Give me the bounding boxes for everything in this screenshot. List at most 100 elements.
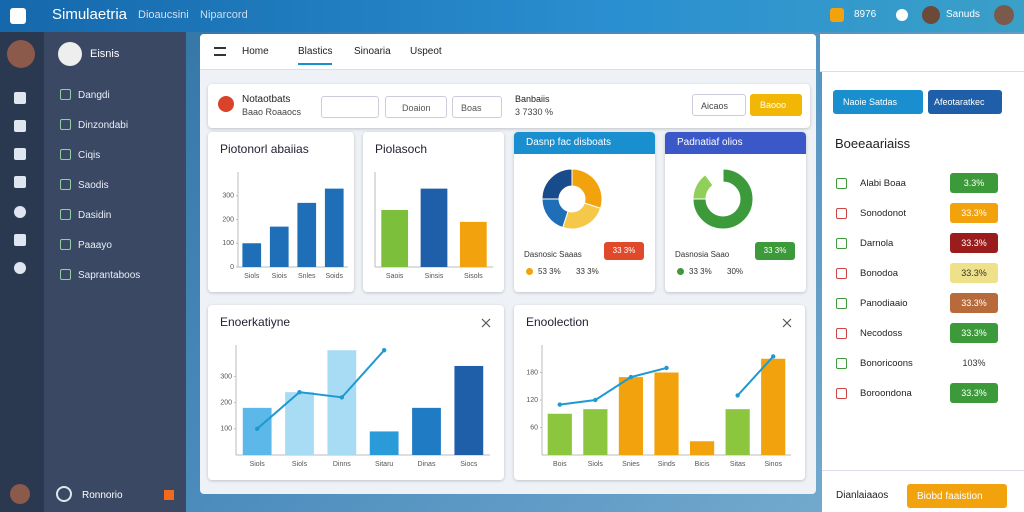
menu-icon[interactable] — [214, 47, 226, 56]
bar — [327, 350, 357, 455]
line-point — [381, 348, 387, 353]
y-tick-label: 180 — [526, 369, 538, 376]
list-label: Bonoricoons — [860, 358, 913, 369]
top-link[interactable]: Dioaucsini — [138, 9, 189, 21]
line-point — [664, 365, 669, 371]
line-point — [735, 393, 740, 398]
nav-item[interactable]: Saodis — [78, 180, 109, 191]
line-point — [297, 389, 302, 395]
y-tick-label: 200 — [222, 216, 234, 223]
bar — [381, 210, 409, 267]
x-tick-label: Sisols — [464, 273, 483, 280]
close-icon — [782, 318, 792, 328]
icon[interactable] — [14, 176, 26, 188]
list-icon — [836, 178, 847, 189]
button[interactable]: Biobd faaistion — [907, 484, 1007, 508]
search-input[interactable]: Doaion — [385, 96, 447, 118]
avatar[interactable] — [994, 5, 1014, 25]
card-title: Piotonorl abaiias — [220, 142, 309, 156]
nav-item[interactable]: Dasidin — [78, 210, 112, 221]
badge: 3.3% — [950, 173, 998, 193]
chart: Saois Sinsis Sisols — [374, 172, 493, 280]
avatar[interactable] — [10, 484, 30, 504]
line-point — [628, 374, 634, 380]
card-title: Enoerkatiyne — [220, 315, 291, 329]
tab[interactable]: Blastics — [298, 46, 333, 65]
nav-item[interactable]: Dinzondabi — [78, 120, 129, 131]
donut-slice — [704, 168, 724, 186]
button[interactable]: Aicaos — [692, 94, 746, 116]
icon[interactable] — [830, 8, 844, 22]
nav-item[interactable]: Saprantaboos — [78, 270, 141, 281]
list-label: Necodoss — [860, 328, 903, 339]
user-name[interactable]: Sanuds — [946, 9, 980, 20]
x-tick-label: Sitas — [730, 461, 746, 468]
tab[interactable]: Sinoaria — [354, 46, 391, 57]
chart: 100 200 300 Siols Siols Dinns Sitaru Dinas Siocs — [220, 318, 491, 468]
list-label: Sonodonot — [860, 208, 906, 219]
x-tick-label: Snles — [298, 273, 316, 280]
nav-item[interactable]: Dangdi — [78, 90, 110, 101]
x-tick-label: Sitaru — [375, 461, 393, 468]
nav-item[interactable]: Paaayo — [78, 240, 112, 251]
list-label: Boroondona — [860, 388, 912, 399]
line-point — [557, 402, 562, 407]
filter-select[interactable]: Boas — [452, 96, 502, 118]
profile-name: Eisnis — [90, 48, 120, 60]
x-tick-label: Soids — [325, 273, 343, 280]
y-tick-label: 0 — [230, 264, 234, 271]
avatar[interactable] — [58, 42, 82, 66]
icon[interactable] — [14, 92, 26, 104]
donut-slice — [562, 202, 602, 230]
x-tick-label: Siois — [272, 273, 288, 280]
bar — [324, 188, 344, 267]
x-tick-label: Siocs — [460, 461, 478, 468]
nav-icon — [60, 179, 71, 190]
icon[interactable] — [14, 148, 26, 160]
tab[interactable]: Home — [242, 46, 269, 57]
chart: 60 120 180 Bois Siols Snies Sinds Bicis Sitas Sin… — [526, 318, 792, 468]
card-header — [514, 132, 655, 154]
x-tick-label: Dinns — [333, 461, 351, 468]
card-header — [665, 132, 806, 154]
bar — [269, 226, 289, 267]
menu-icon[interactable] — [10, 8, 26, 24]
icon[interactable] — [56, 486, 72, 502]
list-label: Panodiaaio — [860, 298, 908, 309]
button[interactable]: Naoie Satdas — [833, 90, 923, 114]
y-tick-label: 60 — [530, 424, 538, 431]
bar — [547, 413, 572, 455]
tab-bar: Home Blastics Sinoaria Uspeot — [200, 34, 816, 70]
tab[interactable]: Uspeot — [410, 46, 442, 57]
side-footer-text: Dianlaiaaos — [836, 490, 889, 501]
icon[interactable] — [14, 262, 26, 274]
avatar[interactable] — [7, 40, 35, 68]
icon[interactable] — [14, 206, 26, 218]
nav-icon — [60, 149, 71, 160]
side-footer — [822, 470, 1024, 512]
icon[interactable] — [896, 9, 908, 21]
x-tick-label: Saois — [386, 273, 404, 280]
input[interactable] — [321, 96, 379, 118]
y-tick-label: 300 — [220, 373, 232, 380]
combo-card: Enoerkatiyne 100 200 300 Siols Siols Dinns Sita… — [208, 305, 504, 480]
icon-rail — [0, 32, 44, 512]
badge: 33.3% — [950, 203, 998, 223]
button[interactable]: Afeotaratkec — [928, 90, 1002, 114]
card-title: Padnatiaf olios — [677, 137, 743, 148]
icon[interactable] — [14, 234, 26, 246]
top-link[interactable]: Niparcord — [200, 9, 248, 21]
bar — [454, 365, 484, 455]
icon[interactable] — [164, 490, 174, 500]
legend-dot — [677, 268, 684, 275]
button[interactable]: Baooo — [750, 94, 802, 116]
line-point — [771, 354, 776, 359]
icon[interactable] — [14, 120, 26, 132]
bar — [689, 441, 715, 455]
avatar[interactable] — [922, 6, 940, 24]
line-series — [559, 355, 774, 406]
line-point — [254, 426, 260, 432]
nav-item[interactable]: Ciqis — [78, 150, 101, 161]
list-label: Alabi Boaa — [860, 178, 906, 189]
nav-footer[interactable]: Ronnorio — [82, 490, 123, 501]
